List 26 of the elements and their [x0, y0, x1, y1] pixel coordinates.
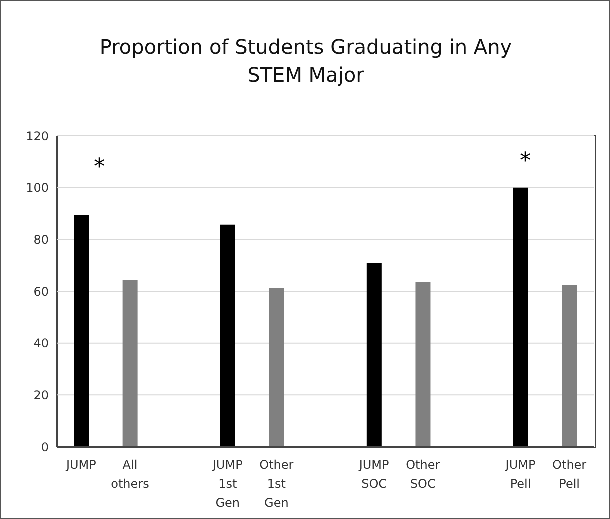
x-tick-label: Other SOC	[406, 458, 440, 491]
bar	[562, 286, 578, 447]
x-tick-label: JUMP 1st Gen	[212, 458, 243, 510]
bar	[269, 288, 284, 447]
x-tick-label: Other 1st Gen	[260, 458, 294, 510]
bar	[74, 215, 89, 447]
y-tick-label: 120	[26, 129, 49, 144]
y-tick-label: 80	[34, 232, 49, 247]
x-tick-label: All others	[111, 458, 150, 491]
chart-title: Proportion of Students Graduating in Any STEM Major	[98, 34, 514, 89]
y-tick-label: 60	[34, 284, 49, 299]
x-tick-label: JUMP Pell	[504, 458, 536, 491]
y-tick-label: 40	[34, 336, 49, 351]
y-tick-label: 20	[34, 388, 49, 402]
bar	[416, 282, 431, 447]
bar	[513, 188, 528, 447]
bar	[220, 224, 236, 447]
y-tick-label: 0	[41, 440, 49, 454]
y-tick-label: 100	[26, 181, 49, 196]
x-tick-label: JUMP SOC	[358, 458, 390, 491]
bar	[122, 280, 138, 447]
bar	[366, 262, 382, 447]
x-tick-label: Other Pell	[552, 458, 587, 491]
annotation: *	[520, 149, 531, 174]
annotation: *	[94, 155, 105, 180]
x-tick-label: JUMP	[65, 458, 96, 472]
